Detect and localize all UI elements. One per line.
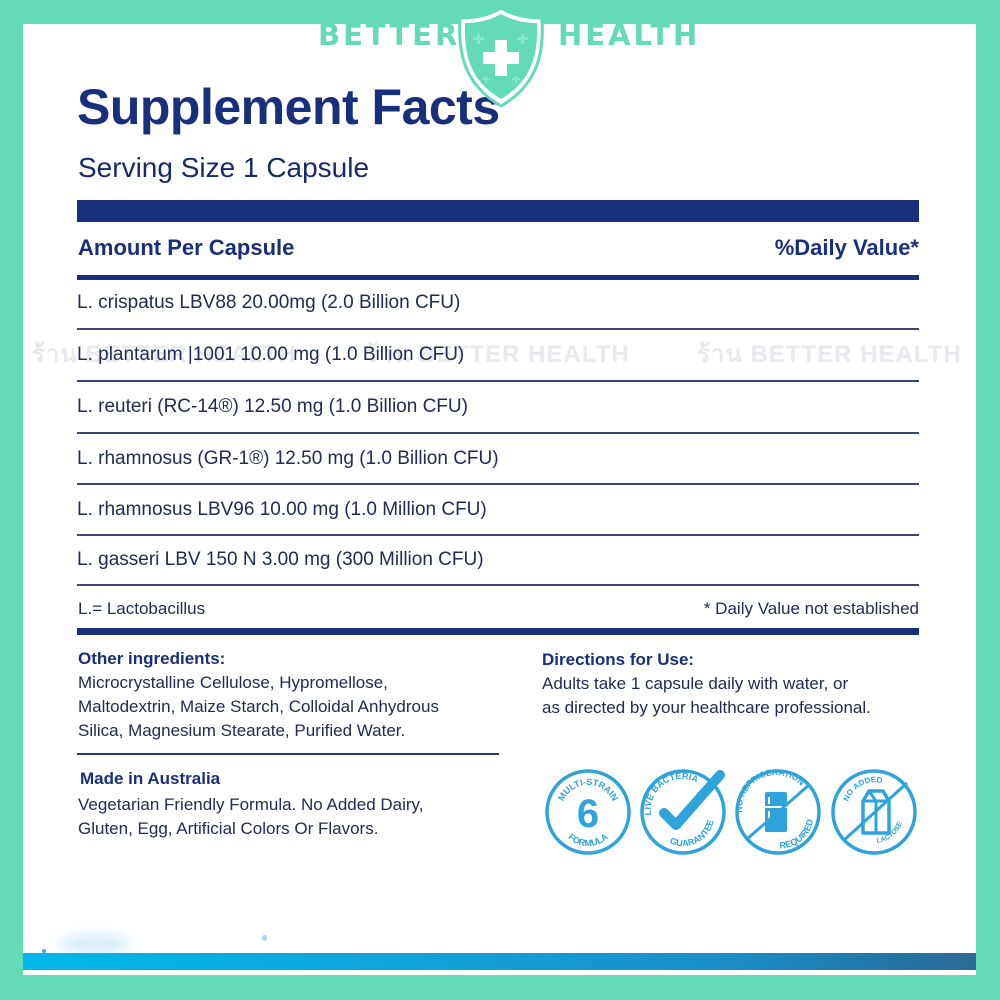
brand-word-health: HEALTH bbox=[558, 18, 701, 52]
section-divider bbox=[77, 753, 499, 755]
footer-bar bbox=[77, 628, 919, 635]
directions-text: Adults take 1 capsule daily with water, … bbox=[542, 672, 871, 720]
decorative-splash bbox=[60, 934, 130, 954]
serving-size: Serving Size 1 Capsule bbox=[78, 152, 370, 183]
decorative-dot bbox=[42, 949, 46, 953]
other-ingredients-text: Microcrystalline Cellulose, Hypromellose… bbox=[78, 671, 439, 743]
svg-text:6: 6 bbox=[577, 792, 599, 836]
directions-heading: Directions for Use: bbox=[542, 650, 695, 669]
daily-value-header: %Daily Value* bbox=[774, 235, 919, 260]
row-divider bbox=[77, 380, 919, 382]
row-divider bbox=[77, 584, 919, 586]
origin-text: Vegetarian Friendly Formula. No Added Da… bbox=[78, 793, 424, 841]
watermark: ร้าน BETTER HEALTH bbox=[365, 341, 630, 368]
ingredient-row: L. plantarum |1001 10.00 mg (1.0 Billion… bbox=[77, 344, 465, 365]
other-ingredients-line: Maltodextrin, Maize Starch, Colloidal An… bbox=[78, 697, 439, 716]
multi-strain-6-icon: MULTI-STRAIN 6 FORMULA bbox=[545, 769, 631, 855]
row-divider bbox=[77, 483, 919, 485]
brand-word-better: BETTER bbox=[318, 18, 461, 52]
other-ingredients-line: Microcrystalline Cellulose, Hypromellose… bbox=[78, 673, 388, 692]
made-in-heading: Made in Australia bbox=[80, 769, 221, 788]
ingredient-row: L. rhamnosus LBV96 10.00 mg (1.0 Million… bbox=[77, 499, 487, 520]
decorative-dot bbox=[262, 935, 267, 941]
origin-line: Vegetarian Friendly Formula. No Added Da… bbox=[78, 795, 424, 814]
watermark: ร้าน BETTER HEALTH bbox=[32, 341, 297, 368]
other-ingredients-line: Silica, Magnesium Stearate, Purified Wat… bbox=[78, 721, 406, 740]
daily-value-note: * Daily Value not established bbox=[703, 599, 919, 618]
abbreviation-note: L.= Lactobacillus bbox=[78, 599, 206, 618]
row-divider bbox=[77, 432, 919, 434]
header-divider bbox=[77, 275, 919, 280]
origin-line: Gluten, Egg, Artificial Colors Or Flavor… bbox=[78, 819, 379, 838]
amount-per-capsule-header: Amount Per Capsule bbox=[78, 235, 295, 260]
svg-text:FORMULA: FORMULA bbox=[566, 831, 610, 848]
ingredient-row: L. gasseri LBV 150 N 3.00 mg (300 Millio… bbox=[77, 549, 484, 570]
frame-top-left-band bbox=[0, 0, 148, 24]
directions-line: as directed by your healthcare professio… bbox=[542, 698, 871, 717]
ingredient-row: L. crispatus LBV88 20.00mg (2.0 Billion … bbox=[77, 292, 461, 313]
no-milk-carton-icon: NO ADDED LACTOSE bbox=[831, 769, 917, 855]
frame-top-right-band bbox=[853, 0, 1000, 24]
no-fridge-icon: NO REFRIGERATION REQUIRED bbox=[734, 767, 821, 855]
directions-line: Adults take 1 capsule daily with water, … bbox=[542, 674, 849, 693]
watermark: ร้าน BETTER HEALTH bbox=[697, 341, 962, 368]
live-bacteria-guarantee-icon: LIVE BACTERIA GUARANTEE bbox=[640, 769, 726, 855]
page-title: Supplement Facts bbox=[77, 79, 500, 135]
other-ingredients-heading: Other ingredients: bbox=[78, 649, 226, 668]
ingredient-row: L. reuteri (RC-14®) 12.50 mg (1.0 Billio… bbox=[77, 396, 468, 417]
row-divider bbox=[77, 534, 919, 536]
row-divider bbox=[77, 328, 919, 330]
shield-plus-icon bbox=[458, 6, 544, 108]
brand-header: BETTER HEALTH bbox=[0, 14, 1000, 54]
header-bar bbox=[77, 200, 919, 222]
bottom-accent-bar bbox=[23, 953, 976, 970]
ingredient-row: L. rhamnosus (GR-1®) 12.50 mg (1.0 Billi… bbox=[77, 448, 499, 469]
